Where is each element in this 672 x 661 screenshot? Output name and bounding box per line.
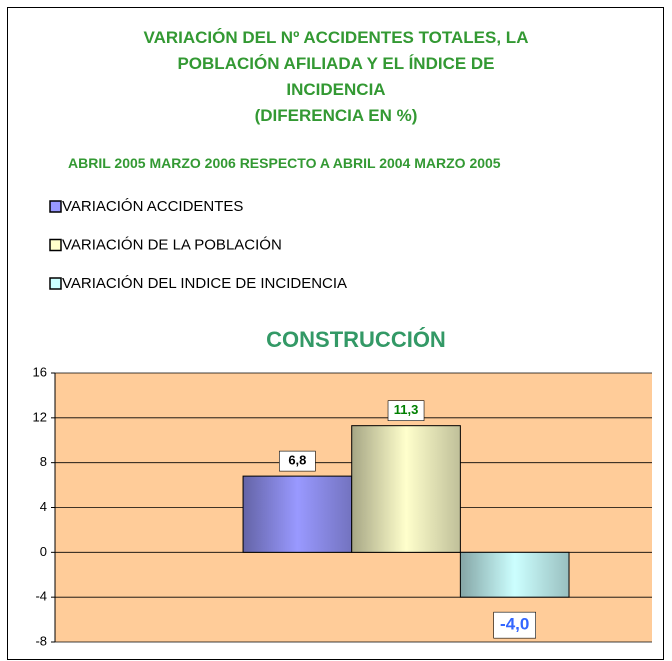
title-line: POBLACIÓN AFILIADA Y EL ÍNDICE DE (177, 54, 495, 73)
frame (7, 7, 664, 660)
bar-shade (243, 476, 352, 553)
bar-shade (460, 552, 570, 598)
legend-label: VARIACIÓN DEL INDICE DE INCIDENCIA (62, 275, 347, 292)
legend-label: VARIACIÓN ACCIDENTES (62, 198, 243, 215)
legend-swatch (49, 238, 62, 252)
y-tick-label: 4 (40, 499, 47, 514)
y-tick-label: -4 (35, 589, 47, 604)
y-tick-label: 12 (33, 409, 47, 424)
title-line: (DIFERENCIA EN %) (254, 106, 418, 125)
bar-shade (351, 425, 461, 553)
y-tick-label: 16 (33, 364, 47, 379)
label-box (279, 450, 316, 472)
title-line: INCIDENCIA (286, 80, 386, 99)
subtitle: ABRIL 2005 MARZO 2006 RESPECTO A ABRIL 2… (68, 155, 501, 171)
chart-title: CONSTRUCCIÓN (266, 327, 446, 352)
data-label: 11,3 (394, 402, 419, 417)
label-box (387, 400, 425, 421)
title-line: VARIACIÓN DEL Nº ACCIDENTES TOTALES, LA (143, 28, 529, 47)
legend-label: VARIACIÓN DE LA POBLACIÓN (62, 236, 282, 253)
legend-swatch (49, 200, 62, 213)
legend-swatch (49, 277, 62, 290)
data-label: 6,8 (288, 453, 306, 468)
label-box (493, 611, 536, 639)
data-label: -4,0 (500, 615, 529, 634)
y-tick-label: 0 (40, 544, 47, 559)
y-tick-label: 8 (40, 454, 47, 469)
y-tick-label: -8 (35, 633, 47, 648)
